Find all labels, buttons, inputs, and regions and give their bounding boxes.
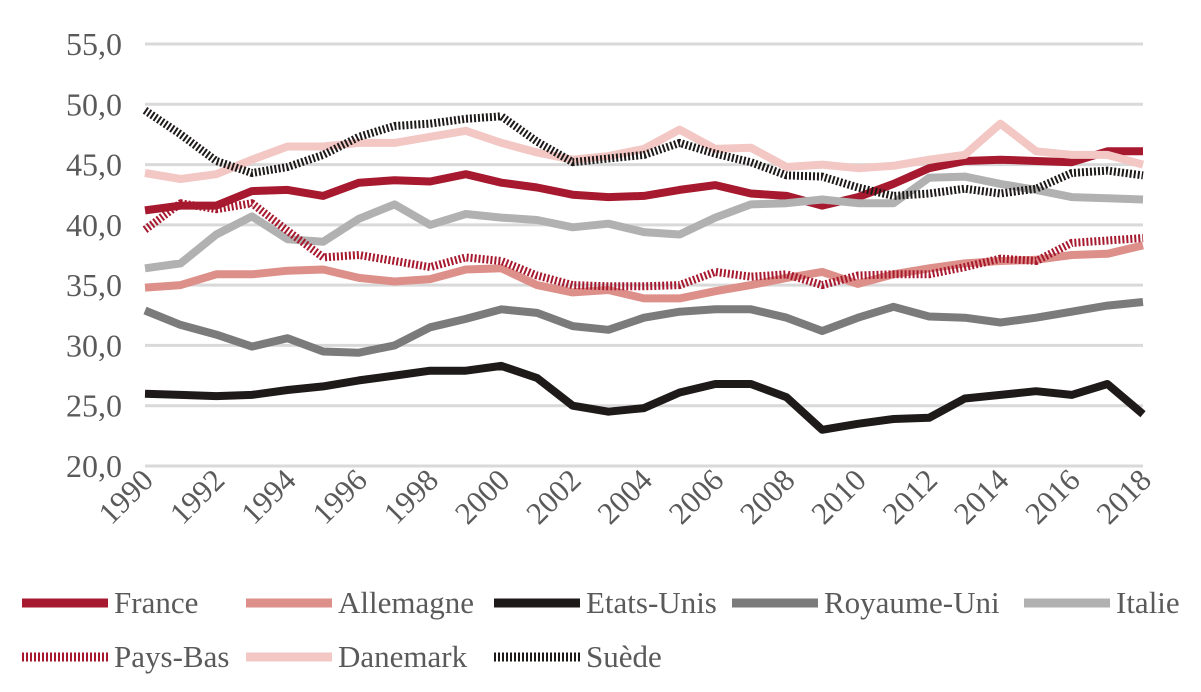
series-line-su-de xyxy=(142,106,1144,200)
x-tick-label: 2010 xyxy=(804,462,873,531)
x-tick-label: 2008 xyxy=(733,462,802,531)
x-tick-label: 2012 xyxy=(876,462,945,531)
x-tick-label: 2016 xyxy=(1018,462,1087,531)
x-tick-label: 2000 xyxy=(448,462,517,531)
x-tick-label: 1998 xyxy=(377,462,446,531)
x-axis-tick-labels: 1990 1992 1994 1996 1998 2000 2002 2004 2006 2008… xyxy=(91,462,1158,531)
y-tick-label: 55,0 xyxy=(66,26,122,62)
x-tick-label: 1994 xyxy=(234,462,303,531)
series-line-pays-bas xyxy=(142,199,1144,291)
series-line-france xyxy=(144,147,1143,215)
legend-label-italie: Italie xyxy=(1116,585,1180,620)
series-line-danemark xyxy=(144,119,1145,183)
legend-label-su-de: Suède xyxy=(586,639,662,674)
y-tick-label: 20,0 xyxy=(66,448,122,484)
series-lines xyxy=(142,106,1146,434)
legend-label-pays-bas: Pays-Bas xyxy=(114,639,229,674)
y-tick-label: 40,0 xyxy=(66,207,122,243)
y-tick-label: 45,0 xyxy=(66,147,122,183)
series-line-italie xyxy=(144,172,1144,273)
x-tick-label: 1992 xyxy=(163,462,232,531)
legend-label-royaume-uni: Royaume-Uni xyxy=(824,585,1000,620)
legend-label-danemark: Danemark xyxy=(338,639,468,674)
x-tick-label: 2018 xyxy=(1089,462,1158,531)
gridlines xyxy=(145,42,1143,468)
x-tick-label: 2002 xyxy=(519,462,588,531)
series-line-royaume-uni xyxy=(143,298,1144,357)
y-tick-label: 30,0 xyxy=(66,327,122,363)
x-tick-label: 2006 xyxy=(662,462,731,531)
y-axis-tick-labels: 20,0 25,0 30,0 35,0 40,0 45,0 50,0 55,0 xyxy=(66,26,122,484)
legend-label-allemagne: Allemagne xyxy=(338,585,474,620)
legend: France Allemagne Etats-Unis Royaume-Uni Ital… xyxy=(22,585,1180,674)
x-tick-label: 1996 xyxy=(305,462,374,531)
x-tick-label: 2004 xyxy=(590,462,659,531)
legend-label-france: France xyxy=(114,585,198,620)
legend-label-etats-unis: Etats-Unis xyxy=(586,585,717,620)
y-tick-label: 35,0 xyxy=(66,267,122,303)
y-tick-label: 50,0 xyxy=(66,86,122,122)
series-line-allemagne xyxy=(144,241,1144,303)
y-tick-label: 25,0 xyxy=(66,388,122,424)
x-tick-label: 2014 xyxy=(947,462,1016,531)
series-line-etats-unis xyxy=(144,361,1146,434)
